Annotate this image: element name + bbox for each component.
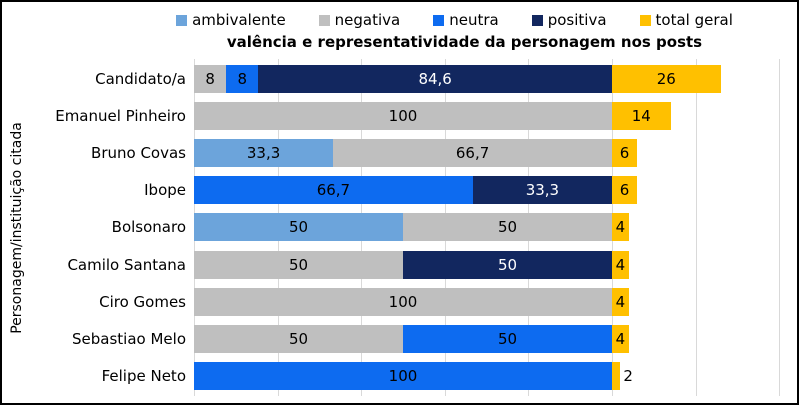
legend-label: total geral: [655, 11, 733, 29]
legend-swatch-icon: [318, 14, 330, 26]
legend-item-positiva: positiva: [531, 11, 607, 29]
category-label: Ciro Gomes: [99, 292, 186, 311]
gridline: [695, 59, 697, 396]
bar-row: 100 14: [194, 101, 671, 130]
bar-segment-positiva: 50: [403, 250, 612, 279]
legend-label: negativa: [334, 11, 401, 29]
bar-value-label-outside: 2: [623, 367, 633, 386]
bar-row: 50 50 4: [194, 325, 629, 353]
bar-segment-negativa: 100: [194, 287, 612, 316]
bar-segment-negativa: 50: [194, 325, 403, 353]
legend-swatch-icon: [176, 14, 188, 26]
category-label: Bolsonaro: [111, 218, 186, 237]
category-label: Felipe Neto: [101, 367, 186, 386]
bar-row: 8 8 84,6 26: [194, 64, 721, 93]
bar-segment-total-geral: 6: [611, 139, 638, 167]
bar-segment-negativa: 100: [194, 101, 612, 130]
bar-segment-positiva: 33,3: [472, 176, 612, 205]
bar-segment-neutra: 100: [194, 362, 612, 391]
bar-row: 66,7 33,3 6: [194, 176, 638, 205]
bar-row: 50 50 4: [194, 250, 629, 279]
category-label: Camilo Santana: [67, 255, 186, 274]
bar-segment-negativa: 50: [194, 250, 403, 279]
bar-segment-total-geral: 14: [612, 101, 671, 130]
legend-item-ambivalente: ambivalente: [176, 11, 286, 29]
legend-swatch-icon: [433, 14, 445, 26]
legend-swatch-icon: [531, 14, 543, 26]
bar-segment-total-geral: 4: [612, 213, 629, 242]
bar-row: 100 2: [194, 362, 633, 391]
bar-segment-neutra: 50: [403, 325, 612, 353]
bar-row: 50 50 4: [194, 213, 629, 242]
bar-segment-negativa: 8: [194, 64, 227, 93]
legend-swatch-icon: [639, 14, 651, 26]
bar-segment-total-geral: [612, 362, 621, 391]
bar-segment-neutra: 66,7: [194, 176, 473, 205]
bar-segment-negativa: 50: [403, 213, 612, 242]
chart-legend: ambivalente negativa neutra positiva total g…: [120, 11, 789, 29]
bar-segment-negativa: 66,7: [333, 139, 612, 167]
bar-segment-total-geral: 4: [612, 325, 629, 353]
gridline: [779, 59, 781, 396]
bar-row: 33,3 66,7 6: [194, 139, 638, 167]
category-label: Bruno Covas: [91, 144, 186, 162]
bar-segment-ambivalente: 33,3: [194, 139, 334, 167]
bar-segment-neutra: 8: [226, 64, 259, 93]
legend-label: ambivalente: [192, 11, 286, 29]
bar-segment-total-geral: 4: [612, 287, 629, 316]
legend-label: neutra: [449, 11, 499, 29]
bar-row: 100 4: [194, 287, 629, 316]
category-label: Sebastiao Melo: [72, 330, 186, 348]
legend-item-negativa: negativa: [318, 11, 401, 29]
category-label: Ibope: [144, 181, 186, 200]
bar-segment-positiva: 84,6: [258, 64, 612, 93]
legend-item-neutra: neutra: [433, 11, 499, 29]
chart-title: valência e representatividade da persona…: [226, 33, 703, 51]
bar-segment-total-geral: 26: [611, 64, 721, 93]
category-label: Emanuel Pinheiro: [55, 106, 186, 125]
legend-item-total-geral: total geral: [639, 11, 733, 29]
bar-segment-total-geral: 6: [611, 176, 638, 205]
bar-segment-total-geral: 4: [612, 250, 629, 279]
bar-segment-ambivalente: 50: [194, 213, 403, 242]
legend-label: positiva: [547, 11, 607, 29]
category-label: Candidato/a: [95, 69, 186, 88]
